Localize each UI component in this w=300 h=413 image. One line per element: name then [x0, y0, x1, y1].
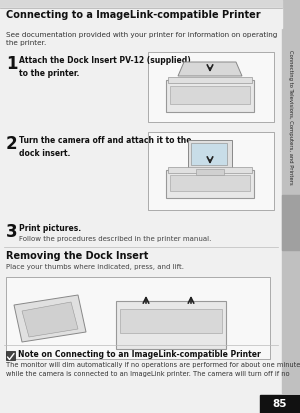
Bar	[166, 80, 254, 112]
Bar	[260, 395, 300, 413]
Bar	[282, 195, 300, 250]
Bar	[166, 170, 254, 198]
Bar	[188, 140, 232, 172]
Bar	[170, 86, 250, 104]
Bar	[170, 175, 250, 191]
Bar	[282, 0, 300, 393]
Bar	[120, 309, 222, 333]
Bar	[0, 8, 282, 28]
Text: 85: 85	[273, 399, 287, 409]
Text: Attach the Dock Insert PV-12 (supplied)
to the printer.: Attach the Dock Insert PV-12 (supplied) …	[19, 56, 191, 78]
Polygon shape	[22, 302, 78, 337]
Text: Follow the procedures described in the printer manual.: Follow the procedures described in the p…	[19, 236, 211, 242]
Text: 2: 2	[6, 135, 18, 153]
Polygon shape	[14, 295, 86, 342]
Bar	[6, 277, 270, 359]
Text: Removing the Dock Insert: Removing the Dock Insert	[6, 251, 148, 261]
Text: The monitor will dim automatically if no operations are performed for about one : The monitor will dim automatically if no…	[6, 362, 300, 368]
Text: while the camera is connected to an ImageLink printer. The camera will turn off : while the camera is connected to an Imag…	[6, 371, 290, 377]
Bar	[168, 77, 252, 83]
Text: See documentation provided with your printer for information on operating
the pr: See documentation provided with your pri…	[6, 32, 278, 47]
Text: Place your thumbs where indicated, press, and lift.: Place your thumbs where indicated, press…	[6, 264, 184, 270]
Text: 3: 3	[6, 223, 18, 241]
Bar	[168, 167, 252, 173]
Bar	[148, 132, 274, 210]
Bar	[148, 52, 274, 122]
Bar	[196, 169, 224, 175]
Bar	[6, 351, 15, 360]
Text: Note on Connecting to an ImageLink-compatible Printer: Note on Connecting to an ImageLink-compa…	[18, 350, 261, 359]
Text: 1: 1	[6, 55, 17, 73]
Bar	[0, 0, 282, 8]
Text: Print pictures.: Print pictures.	[19, 224, 81, 233]
Bar	[191, 143, 227, 165]
Text: Connecting to Televisions, Computers, and Printers: Connecting to Televisions, Computers, an…	[289, 50, 293, 185]
Bar	[116, 301, 226, 349]
Polygon shape	[178, 62, 242, 76]
Text: Turn the camera off and attach it to the
dock insert.: Turn the camera off and attach it to the…	[19, 136, 191, 157]
Text: Connecting to a ImageLink-compatible Printer: Connecting to a ImageLink-compatible Pri…	[6, 10, 261, 20]
